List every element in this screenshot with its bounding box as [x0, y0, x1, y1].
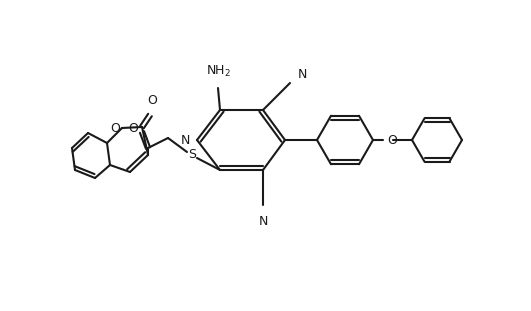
Text: S: S: [188, 148, 196, 161]
Text: O: O: [128, 122, 138, 134]
Text: O: O: [110, 122, 120, 134]
Text: NH$_2$: NH$_2$: [205, 64, 230, 79]
Text: N: N: [298, 68, 307, 81]
Text: O: O: [147, 94, 157, 107]
Text: N: N: [258, 215, 268, 228]
Text: O: O: [387, 133, 397, 146]
Text: N: N: [181, 133, 190, 146]
